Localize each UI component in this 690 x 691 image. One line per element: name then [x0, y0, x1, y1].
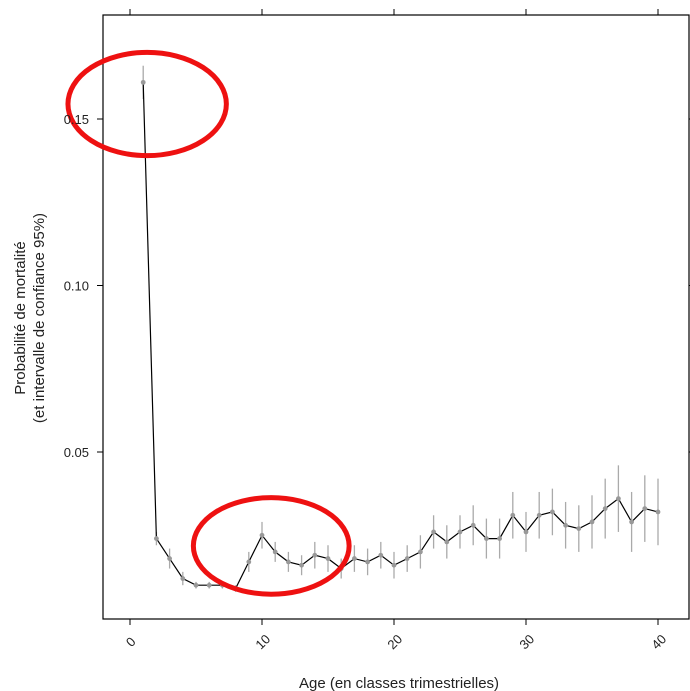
data-point: [431, 529, 436, 535]
data-point: [140, 79, 146, 85]
data-point: [523, 529, 529, 535]
data-point: [457, 529, 463, 535]
x-tick-label: 30: [516, 631, 537, 652]
data-point: [576, 526, 582, 531]
data-point: [391, 562, 397, 568]
highlight-annotations: [65, 49, 352, 597]
data-point: [193, 582, 199, 588]
data-point: [550, 509, 555, 515]
data-point: [616, 496, 621, 502]
data-point: [180, 576, 186, 581]
y-axis-title-line-2: (et intervalle de confiance 95%): [31, 213, 48, 423]
x-tick-label: 0: [123, 634, 139, 650]
x-tick-label: 10: [252, 631, 273, 652]
data-point: [418, 549, 423, 555]
y-tick-label: 0.15: [64, 112, 89, 127]
data-point: [206, 582, 212, 588]
data-point: [655, 509, 661, 515]
data-point: [642, 506, 648, 512]
tick-labels: 0 10 20 30 40 0.05 0.10 0.15: [64, 112, 670, 652]
x-tick-label: 40: [648, 631, 669, 652]
data-point: [602, 506, 608, 512]
y-axis-title-line-1: Probabilité de mortalité: [12, 241, 29, 394]
data-point: [352, 556, 357, 561]
data-points: [140, 79, 661, 591]
x-tick-label: 20: [384, 631, 405, 652]
data-point: [404, 556, 410, 561]
data-point: [510, 512, 516, 518]
mortality-line: [142, 82, 659, 590]
data-point: [312, 552, 318, 558]
y-tick-label: 0.05: [64, 445, 89, 460]
data-point: [167, 556, 173, 561]
data-point: [563, 522, 568, 528]
data-point: [299, 562, 304, 568]
data-point: [484, 536, 489, 541]
data-point: [589, 519, 595, 525]
data-point: [444, 539, 450, 545]
data-point: [325, 556, 331, 561]
tick-marks: [97, 9, 690, 625]
data-point: [536, 512, 542, 518]
data-point: [365, 559, 370, 565]
data-point: [246, 559, 252, 565]
data-point: [259, 532, 265, 538]
data-point: [497, 536, 502, 541]
y-tick-label: 0.10: [64, 279, 89, 294]
series-line: [142, 82, 659, 590]
data-point: [286, 559, 291, 565]
confidence-intervals: [142, 65, 659, 592]
data-point: [154, 536, 159, 541]
x-axis-title: Age (en classes trimestrielles): [299, 675, 499, 691]
highlight-ellipse-bump: [190, 495, 352, 597]
data-point: [272, 549, 278, 555]
data-point: [629, 519, 634, 525]
highlight-ellipse-peak: [65, 49, 229, 159]
data-point: [470, 522, 476, 528]
plot-frame: [102, 14, 690, 620]
data-point: [378, 552, 384, 558]
